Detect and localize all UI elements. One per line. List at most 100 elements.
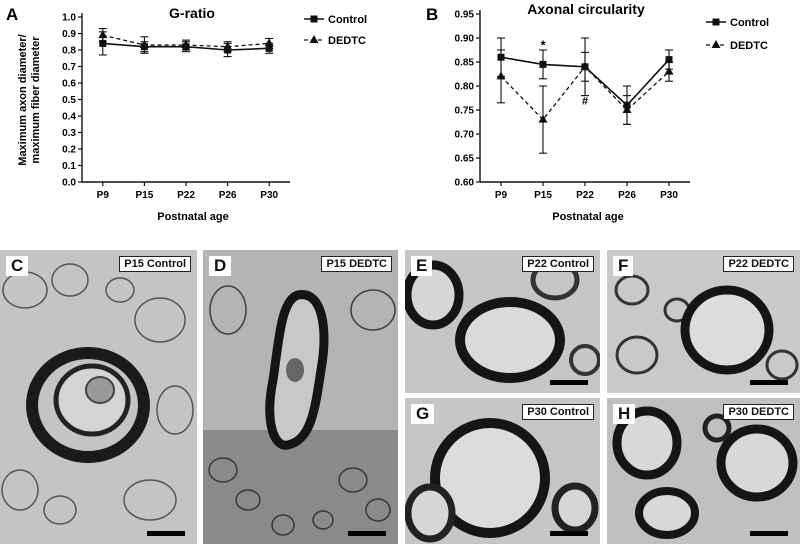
chart-b-annotation-hash: # xyxy=(582,95,588,107)
data-point-dedtc xyxy=(139,40,149,49)
chart-a-ylabel-line2: maximum fiber diameter xyxy=(30,36,42,164)
y-tick-label: 0.8 xyxy=(62,46,76,57)
data-point-dedtc xyxy=(98,30,108,39)
y-tick-label: 0.80 xyxy=(455,82,475,93)
x-tick-label: P22 xyxy=(576,190,594,201)
panel-letter-d: D xyxy=(209,256,232,276)
micrograph-e-image xyxy=(405,250,600,393)
legend-dedtc-label: DEDTC xyxy=(328,35,366,47)
y-tick-label: 0.85 xyxy=(455,58,475,69)
y-tick-label: 0.70 xyxy=(455,130,475,141)
scale-bar xyxy=(348,531,386,536)
micrograph-d-image xyxy=(203,250,398,544)
micrograph-f-label: P22 DEDTC xyxy=(723,256,794,272)
chart-a-ylabel-line1: Maximum axon diameter/ xyxy=(17,34,29,165)
chart-b-title: Axonal circularity xyxy=(527,1,645,17)
micrograph-e-label: P22 Control xyxy=(522,256,594,272)
data-point-dedtc xyxy=(622,105,632,113)
chart-a-svg: A G-ratio Maximum axon diameter/ maximum… xyxy=(6,5,367,223)
micrograph-g: G P30 Control xyxy=(405,398,600,544)
chart-a-marks xyxy=(98,27,274,58)
x-tick-label: P15 xyxy=(136,190,154,201)
micrograph-h: H P30 DEDTC xyxy=(607,398,800,544)
panel-letter-f: F xyxy=(613,256,634,276)
chart-a-xlabel: Postnatal age xyxy=(157,211,229,223)
data-point-control xyxy=(99,39,107,47)
scale-bar xyxy=(147,531,185,536)
chart-b-svg: B Axonal circularity Postnatal age 0.600… xyxy=(426,1,769,223)
legend-dedtc-marker xyxy=(711,40,721,48)
data-point-dedtc xyxy=(580,61,590,70)
y-tick-label: 0.3 xyxy=(62,128,76,139)
legend-dedtc-label: DEDTC xyxy=(730,40,768,52)
chart-a-legend: Control DEDTC xyxy=(304,14,367,47)
y-tick-label: 0.0 xyxy=(62,178,76,189)
data-point-dedtc xyxy=(181,40,191,49)
data-point-dedtc xyxy=(223,41,233,50)
legend-control-label: Control xyxy=(730,17,769,29)
legend-control-label: Control xyxy=(328,14,367,26)
chart-a-title: G-ratio xyxy=(169,5,215,21)
micrograph-c: C P15 Control xyxy=(0,250,197,544)
chart-a-axes: 0.0 0.1 0.2 0.3 0.4 0.5 0.6 0.7 0.8 0.9 1.0 P9 P15 P2… xyxy=(62,13,290,201)
panel-letter-a: A xyxy=(6,5,18,24)
legend-control-marker xyxy=(310,15,318,23)
y-tick-label: 0.95 xyxy=(455,10,475,21)
data-point-dedtc xyxy=(496,71,506,80)
y-tick-label: 0.5 xyxy=(62,95,76,106)
x-tick-label: P22 xyxy=(177,190,195,201)
panel-letter-g: G xyxy=(411,404,435,424)
micrograph-c-image xyxy=(0,250,197,544)
data-point-dedtc xyxy=(664,66,674,75)
chart-b-axonal-circularity: B Axonal circularity Postnatal age 0.60 0… xyxy=(410,0,800,230)
micrograph-d: D P15 DEDTC xyxy=(203,250,398,544)
x-tick-label: P26 xyxy=(219,190,237,201)
y-tick-label: 0.60 xyxy=(455,178,475,189)
panel-letter-h: H xyxy=(613,404,636,424)
panel-letter-b: B xyxy=(426,5,438,24)
y-tick-label: 0.7 xyxy=(62,62,76,73)
micrograph-g-image xyxy=(405,398,600,544)
chart-b-annotation-star: * xyxy=(540,38,546,53)
micrograph-f: F P22 DEDTC xyxy=(607,250,800,393)
x-tick-label: P9 xyxy=(97,190,110,201)
x-tick-label: P15 xyxy=(534,190,552,201)
panel-letter-e: E xyxy=(411,256,433,276)
chart-b-xlabel: Postnatal age xyxy=(552,211,624,223)
scale-bar xyxy=(750,531,788,536)
legend-control-marker xyxy=(712,18,720,26)
y-tick-label: 0.1 xyxy=(62,161,76,172)
chart-b-axes: 0.60 0.65 0.70 0.75 0.80 0.85 0.90 0.95 P9 P15 P22… xyxy=(455,10,690,201)
data-point-dedtc xyxy=(538,114,548,123)
chart-b-legend: Control DEDTC xyxy=(706,17,769,52)
data-point-control xyxy=(665,56,673,64)
y-tick-label: 0.4 xyxy=(62,112,76,123)
scale-bar xyxy=(550,531,588,536)
x-tick-label: P9 xyxy=(495,190,508,201)
micrograph-h-image xyxy=(607,398,800,544)
x-tick-label: P30 xyxy=(260,190,278,201)
legend-dedtc-marker xyxy=(309,35,319,43)
y-tick-label: 0.75 xyxy=(455,106,475,117)
y-tick-label: 1.0 xyxy=(62,13,76,24)
micrograph-g-label: P30 Control xyxy=(522,404,594,420)
micrograph-d-label: P15 DEDTC xyxy=(321,256,392,272)
y-tick-label: 0.65 xyxy=(455,154,475,165)
chart-a-g-ratio: A G-ratio Maximum axon diameter/ maximum… xyxy=(0,0,400,230)
y-tick-label: 0.2 xyxy=(62,145,76,156)
x-tick-label: P26 xyxy=(618,190,636,201)
y-tick-label: 0.9 xyxy=(62,29,76,40)
micrograph-e: E P22 Control xyxy=(405,250,600,393)
y-tick-label: 0.90 xyxy=(455,34,475,45)
x-tick-label: P30 xyxy=(660,190,678,201)
micrograph-f-image xyxy=(607,250,800,393)
scale-bar xyxy=(750,380,788,385)
data-point-control xyxy=(539,60,547,68)
data-point-dedtc xyxy=(264,38,274,47)
scale-bar xyxy=(550,380,588,385)
micrograph-c-label: P15 Control xyxy=(119,256,191,272)
chart-b-marks xyxy=(496,37,674,154)
panel-letter-c: C xyxy=(6,256,29,276)
y-tick-label: 0.6 xyxy=(62,79,76,90)
micrograph-h-label: P30 DEDTC xyxy=(723,404,794,420)
